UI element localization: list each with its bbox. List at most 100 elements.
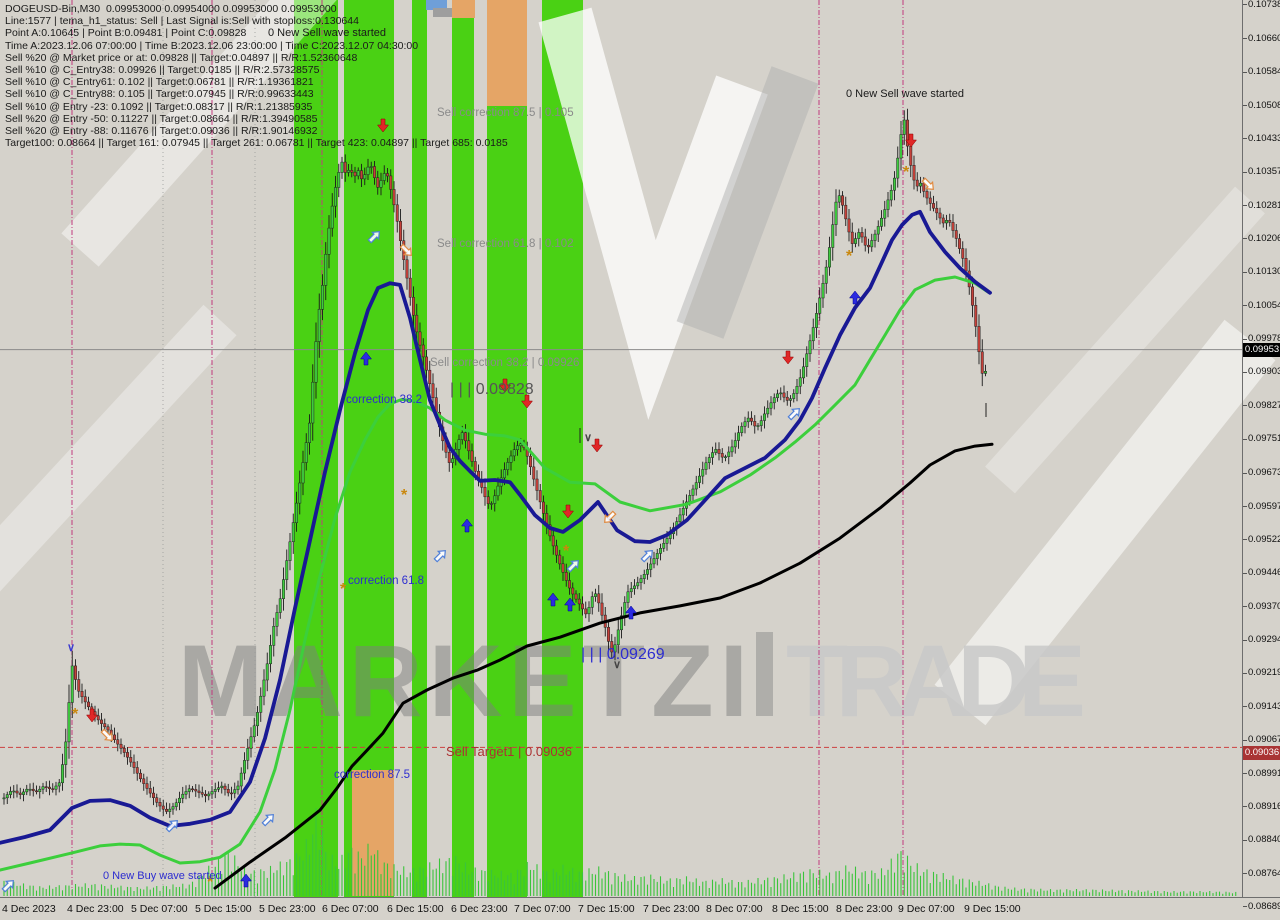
- price-axis-label: 0.09067: [1248, 734, 1280, 746]
- price-axis-label: 0.09143: [1248, 700, 1280, 712]
- time-axis[interactable]: 4 Dec 2023 4 Dec 23:00 5 Dec 07:00 5 Dec 15…: [0, 897, 1280, 920]
- star-marker-icon: *: [401, 487, 408, 504]
- retrace-arrow-icon: [604, 510, 617, 523]
- price-tick: [1243, 438, 1247, 440]
- price-tick: [1243, 873, 1247, 875]
- info-line-11: Sell %20 @ Entry -88: 0.11676 || Target:…: [5, 125, 318, 138]
- time-axis-label: 5 Dec 07:00: [131, 903, 188, 915]
- volume-layer: [3, 808, 1237, 896]
- info-line-8: Sell %10 @ C_Entry88: 0.105 || Target:0.…: [5, 88, 314, 101]
- price-axis-label: 0.09673: [1248, 467, 1280, 479]
- buy-arrow-icon: [546, 592, 560, 607]
- sell-arrow-icon: [904, 133, 918, 148]
- price-tick: [1243, 806, 1247, 808]
- fractal-marker-icon: ∨: [67, 642, 75, 654]
- price-tick: [1243, 672, 1247, 674]
- info-line-12: Target100: 0.08664 || Target 161: 0.0794…: [5, 137, 508, 150]
- price-tick: [1243, 71, 1247, 73]
- price-axis-label: 0.08916: [1248, 800, 1280, 812]
- price-axis-label: 0.10738: [1248, 0, 1280, 10]
- retrace-arrow-icon: [921, 177, 934, 190]
- time-axis-label: 9 Dec 07:00: [898, 903, 955, 915]
- price-tick: [1243, 138, 1247, 140]
- price-tick: [1243, 238, 1247, 240]
- price-axis-label: 0.09522: [1248, 533, 1280, 545]
- time-axis-label: 5 Dec 15:00: [195, 903, 252, 915]
- buy-arrow-icon: [624, 605, 638, 620]
- chart-annotation: 0 New Sell wave started: [846, 88, 964, 100]
- info-line-6: Sell %10 @ C_Entry38: 0.09926 || Target:…: [5, 64, 320, 77]
- sell-arrow-icon: [561, 504, 575, 519]
- price-axis-label: 0.10660: [1248, 32, 1280, 44]
- price-axis-label: 0.09446: [1248, 567, 1280, 579]
- price-tick: [1243, 338, 1247, 340]
- info-line-3: Point A:0.10645 | Point B:0.09481 | Poin…: [5, 27, 247, 40]
- chart-annotation: 0 New Buy wave started: [103, 870, 222, 882]
- price-axis-label: 0.10584: [1248, 66, 1280, 78]
- chart-annotation: Sell correction 38.2 | 0.09926: [430, 357, 580, 369]
- price-tick: [1243, 839, 1247, 841]
- indicator-info-panel: DOGEUSD-Bin,M30 0.09953000 0.09954000 0.…: [5, 3, 508, 149]
- price-tick: [1243, 906, 1247, 908]
- info-line-9: Sell %10 @ Entry -23: 0.1092 || Target:0…: [5, 100, 313, 113]
- retrace-arrow-icon: [787, 408, 800, 421]
- star-marker-icon: *: [340, 581, 347, 598]
- retrace-arrow-icon: [566, 560, 579, 573]
- price-axis-label: 0.10357: [1248, 166, 1280, 178]
- price-tick: [1243, 739, 1247, 741]
- price-tick: [1243, 539, 1247, 541]
- price-tick: [1243, 506, 1247, 508]
- price-axis-label: 0.09978: [1248, 333, 1280, 345]
- chart-annotation: Sell correction 61.8 | 0.102: [437, 238, 574, 250]
- buy-arrow-icon: [460, 518, 474, 533]
- chart-annotation: Sell correction 87.5 | 0.105: [437, 107, 574, 119]
- info-line-1: DOGEUSD-Bin,M30 0.09953000 0.09954000 0.…: [5, 3, 337, 15]
- price-tick: [1243, 305, 1247, 307]
- price-tick: [1243, 371, 1247, 373]
- price-axis-label: 0.10433: [1248, 132, 1280, 144]
- time-axis-label: 7 Dec 07:00: [514, 903, 571, 915]
- time-axis-label: 8 Dec 07:00: [706, 903, 763, 915]
- chart-shift-icon: [426, 0, 452, 17]
- retrace-arrow-icon: [640, 550, 653, 563]
- price-axis[interactable]: 0.09953 0.09036 0.10738 0.10660 0.10584 0.1…: [1242, 0, 1280, 912]
- price-axis-label: 0.09370: [1248, 600, 1280, 612]
- time-axis-label: 4 Dec 23:00: [67, 903, 124, 915]
- price-axis-label: 0.09903: [1248, 366, 1280, 378]
- ma-slow-black-line: [213, 442, 994, 890]
- price-axis-label: 0.09751: [1248, 433, 1280, 445]
- price-axis-label: 0.09597: [1248, 500, 1280, 512]
- fractal-marker-icon: ∨: [584, 432, 592, 444]
- time-axis-label: 4 Dec 2023: [2, 903, 56, 915]
- star-marker-icon: *: [903, 164, 910, 181]
- price-tick: [1243, 639, 1247, 641]
- retrace-arrow-icon: [165, 820, 178, 833]
- buy-arrow-icon: [239, 873, 253, 888]
- current-price-badge: 0.09953: [1243, 342, 1280, 357]
- price-tick: [1243, 205, 1247, 207]
- price-axis-label: 0.10281: [1248, 199, 1280, 211]
- retrace-arrow-icon: [261, 814, 274, 827]
- price-axis-label: 0.09219: [1248, 667, 1280, 679]
- price-tick: [1243, 271, 1247, 273]
- time-axis-label: 6 Dec 07:00: [322, 903, 379, 915]
- sell-arrow-icon: [590, 438, 604, 453]
- price-axis-label: 0.08840: [1248, 834, 1280, 846]
- price-axis-label: 0.08991: [1248, 767, 1280, 779]
- retrace-arrow-icon: [100, 728, 113, 741]
- retrace-arrow-icon: [399, 243, 412, 256]
- price-tick: [1243, 105, 1247, 107]
- buy-arrow-icon: [848, 290, 862, 305]
- price-axis-label: 0.10130: [1248, 266, 1280, 278]
- time-axis-label: 6 Dec 23:00: [451, 903, 508, 915]
- chart-annotation: 0 New Sell wave started: [268, 27, 386, 39]
- price-axis-label: 0.10206: [1248, 232, 1280, 244]
- retrace-arrow-icon: [1, 880, 14, 893]
- chart-annotation: Sell Target1 | 0.09036: [446, 744, 573, 759]
- price-axis-label: 0.10508: [1248, 99, 1280, 111]
- price-tick: [1243, 606, 1247, 608]
- retrace-arrow-icon: [367, 231, 380, 244]
- price-axis-label: 0.10054: [1248, 299, 1280, 311]
